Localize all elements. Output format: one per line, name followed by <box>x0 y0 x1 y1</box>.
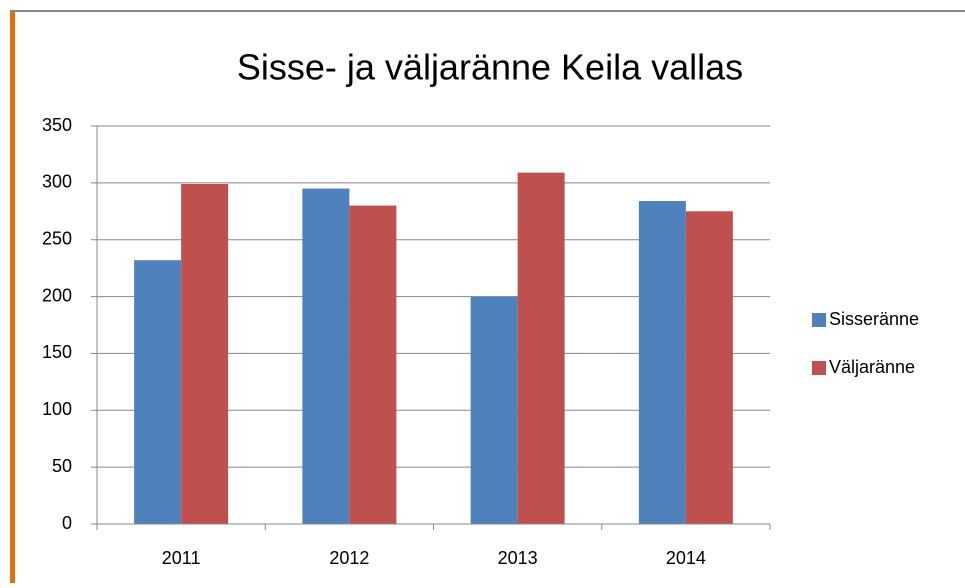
y-tick-label: 300 <box>42 172 72 192</box>
x-tick-label: 2011 <box>162 548 201 568</box>
chart-title: Sisse- ja väljaränne Keila vallas <box>237 47 743 88</box>
bar <box>349 205 397 524</box>
bar <box>302 188 350 525</box>
legend-label: Sisseränne <box>829 309 919 329</box>
bar <box>517 172 565 524</box>
x-tick-label: 2012 <box>329 548 369 568</box>
legend-swatch <box>812 313 826 327</box>
y-tick-label: 50 <box>52 456 72 476</box>
x-tick-label: 2013 <box>498 548 538 568</box>
y-tick-label: 200 <box>42 285 72 305</box>
left-border <box>10 10 15 583</box>
y-tick-label: 250 <box>42 228 72 248</box>
bar <box>685 211 733 525</box>
y-tick-label: 150 <box>42 342 72 362</box>
x-tick-label: 2014 <box>666 548 706 568</box>
bar <box>134 260 182 524</box>
legend-label: Väljaränne <box>829 357 915 377</box>
legend-swatch <box>812 361 826 375</box>
bar <box>181 183 229 524</box>
y-tick-label: 100 <box>42 399 72 419</box>
bar <box>638 201 686 524</box>
y-tick-label: 350 <box>42 115 72 135</box>
bar <box>470 296 518 524</box>
y-tick-label: 0 <box>62 513 72 533</box>
